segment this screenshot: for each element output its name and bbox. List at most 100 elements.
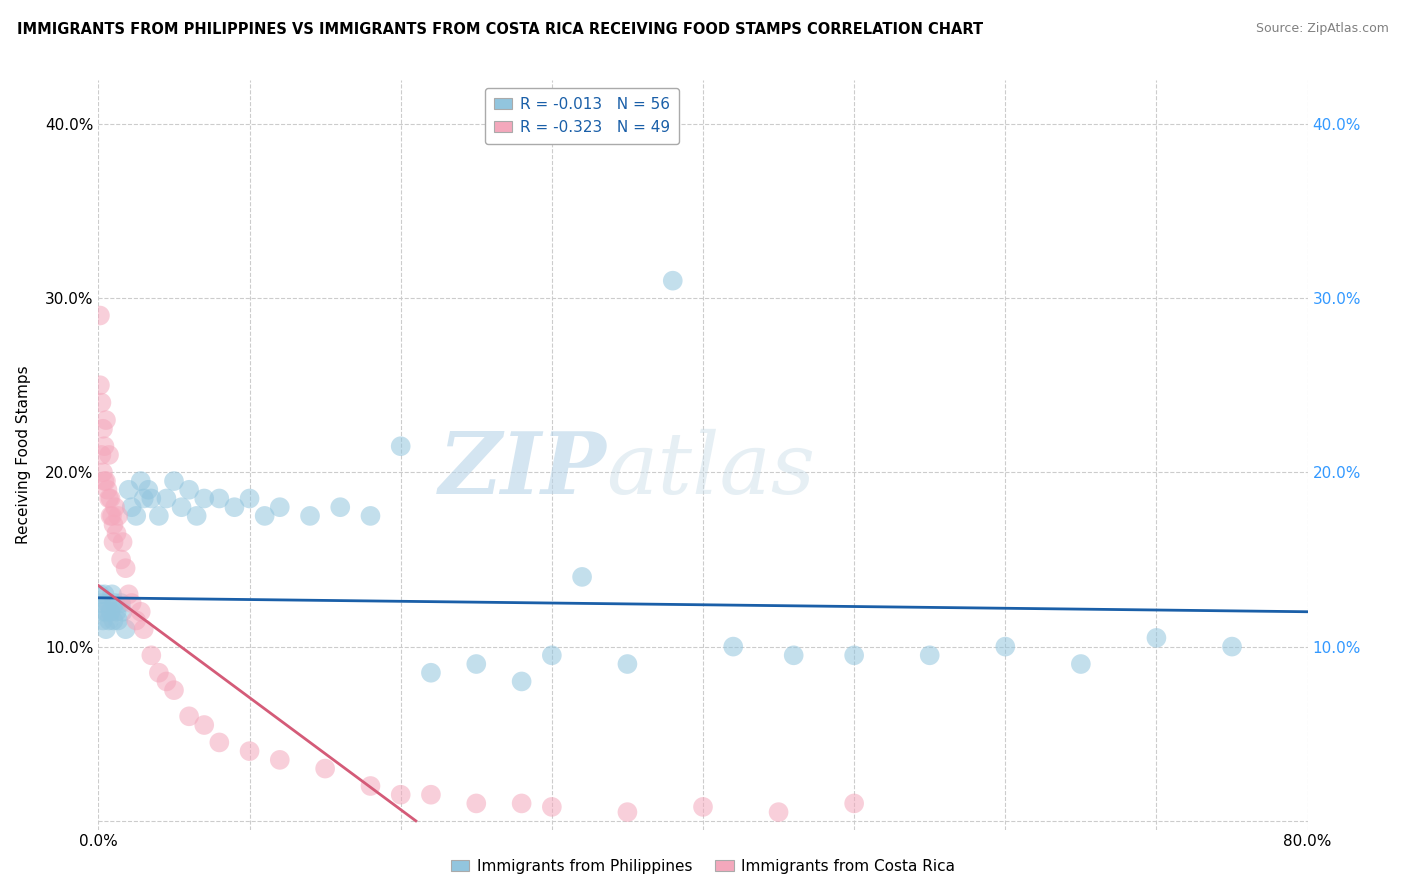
Point [111,535,134,549]
Point [105,526,128,541]
Point [114,561,136,575]
Point [129,605,152,619]
Point [420,665,443,680]
Point [208,491,231,506]
Point [89,309,111,323]
Point [616,805,638,819]
Point [93,474,115,488]
Point [155,491,177,506]
Point [510,797,533,811]
Text: ZIP: ZIP [439,428,606,512]
Point [540,800,562,814]
Point [90,448,112,462]
Point [90,395,112,409]
Point [141,491,163,506]
Point [844,797,866,811]
Point [93,587,115,601]
Point [163,683,186,698]
Point [110,596,132,610]
Point [89,378,111,392]
Point [783,648,806,663]
Point [299,508,322,523]
Point [510,674,533,689]
Text: Source: ZipAtlas.com: Source: ZipAtlas.com [1256,22,1389,36]
Point [918,648,941,663]
Point [89,587,111,601]
Point [94,474,117,488]
Point [98,491,121,506]
Point [94,605,117,619]
Point [107,614,129,628]
Point [253,508,276,523]
Point [98,614,121,628]
Point [103,614,125,628]
Point [96,483,118,497]
Point [114,622,136,636]
Text: IMMIGRANTS FROM PHILIPPINES VS IMMIGRANTS FROM COSTA RICA RECEIVING FOOD STAMPS : IMMIGRANTS FROM PHILIPPINES VS IMMIGRANT… [17,22,983,37]
Point [360,508,382,523]
Point [121,500,143,515]
Point [121,596,143,610]
Point [994,640,1017,654]
Point [360,779,382,793]
Point [110,552,132,566]
Point [136,483,159,497]
Point [329,500,352,515]
Point [104,596,127,610]
Point [193,491,215,506]
Point [179,483,201,497]
Point [125,614,148,628]
Point [420,788,443,802]
Point [90,596,112,610]
Point [96,596,118,610]
Point [100,491,122,506]
Point [314,762,336,776]
Point [540,648,562,663]
Legend: R = -0.013   N = 56, R = -0.323   N = 49: R = -0.013 N = 56, R = -0.323 N = 49 [485,88,679,144]
Point [91,466,114,480]
Point [103,517,125,532]
Point [93,439,115,453]
Point [208,735,231,749]
Point [571,570,593,584]
Point [148,508,170,523]
Point [661,274,683,288]
Point [239,491,262,506]
Point [1220,640,1243,654]
Legend: Immigrants from Philippines, Immigrants from Costa Rica: Immigrants from Philippines, Immigrants … [444,853,962,880]
Point [155,674,177,689]
Point [163,474,186,488]
Y-axis label: Receiving Food Stamps: Receiving Food Stamps [17,366,31,544]
Point [94,413,117,427]
Point [389,439,412,453]
Point [105,605,128,619]
Point [148,665,170,680]
Point [100,508,122,523]
Text: atlas: atlas [606,428,815,511]
Point [465,657,488,671]
Point [111,605,134,619]
Point [104,500,127,515]
Point [224,500,246,515]
Point [692,800,714,814]
Point [1144,631,1167,645]
Point [100,605,122,619]
Point [132,622,155,636]
Point [94,622,117,636]
Point [107,508,129,523]
Point [98,448,121,462]
Point [103,535,125,549]
Point [91,422,114,436]
Point [91,614,114,628]
Point [186,508,208,523]
Point [170,500,193,515]
Point [239,744,262,758]
Point [465,797,488,811]
Point [616,657,638,671]
Point [1070,657,1092,671]
Point [118,587,141,601]
Point [389,788,412,802]
Point [768,805,790,819]
Point [101,587,124,601]
Point [91,605,114,619]
